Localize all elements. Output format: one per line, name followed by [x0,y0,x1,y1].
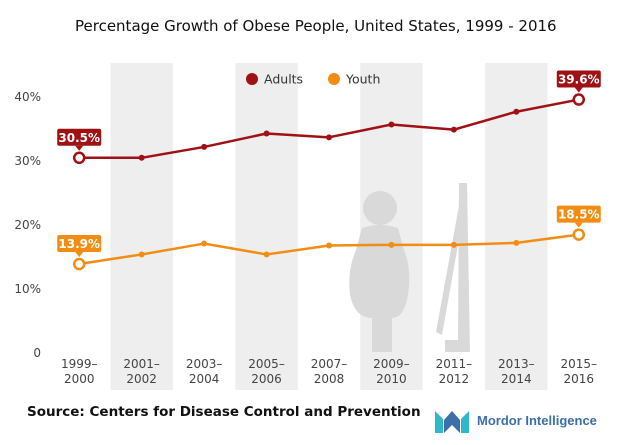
y-tick-label: 10% [14,282,41,296]
data-point [263,130,270,137]
data-point [201,143,208,150]
x-tick-label: 2015– 2016 [561,357,598,386]
data-point [513,239,520,246]
y-tick-label: 20% [14,218,41,232]
legend: Adults Youth [246,72,380,87]
y-tick-label: 30% [14,154,41,168]
data-point [138,154,145,161]
x-tick-label: 2011– 2012 [436,357,473,386]
data-point [572,93,586,106]
data-point [326,134,332,141]
x-tick-label: 2005– 2006 [248,357,285,386]
data-label: 30.5% [57,128,102,151]
x-tick-label: 2009– 2010 [373,357,410,386]
x-tick-label: 2003– 2004 [186,357,223,386]
column-band [235,63,298,390]
svg-text:18.5%: 18.5% [558,208,600,222]
x-tick-label: 2001– 2002 [123,357,160,386]
y-tick-label: 0 [33,346,41,360]
x-axis: 1999– 2000 2001– 2002 2003– 2004 2005– 2006 2007… [61,357,597,386]
series-group: 30.5% 39.6% 13.9% 18.5% [57,70,601,271]
data-label: 13.9% [57,235,102,258]
x-tick-label: 2013– 2014 [498,357,535,386]
logo-text: Mordor Intelligence [477,412,597,428]
data-point [72,257,86,271]
data-point [513,108,520,115]
data-point [450,241,457,248]
x-tick-label: 1999– 2000 [61,357,98,386]
legend-item-youth: Youth [328,72,380,87]
data-point [388,121,395,128]
data-point [450,126,457,133]
column-band [110,63,173,390]
x-tick-label: 2007– 2008 [311,357,348,386]
data-label: 39.6% [556,70,601,93]
data-label: 18.5% [556,205,601,228]
svg-text:13.9%: 13.9% [58,237,100,251]
data-point [572,228,586,241]
data-point [72,151,86,165]
svg-text:Adults: Adults [264,72,303,87]
legend-item-adults: Adults [246,72,303,87]
svg-text:30.5%: 30.5% [58,131,100,145]
source-note: Source: Centers for Disease Control and … [27,404,421,420]
obese-person-silhouette-icon [349,183,470,352]
svg-text:39.6%: 39.6% [558,73,600,87]
mordor-intelligence-logo-icon [435,411,469,433]
data-point [263,251,270,258]
y-tick-label: 40% [14,90,41,104]
y-axis: 0 10% 20% 30% 40% [14,90,41,360]
data-point [326,242,332,249]
column-bands [110,63,548,390]
chart-title: Percentage Growth of Obese People, Unite… [75,17,557,35]
logo: Mordor Intelligence [435,404,615,436]
data-point [388,241,395,248]
data-point [138,251,145,258]
svg-text:Youth: Youth [345,72,380,87]
data-point [201,240,208,247]
